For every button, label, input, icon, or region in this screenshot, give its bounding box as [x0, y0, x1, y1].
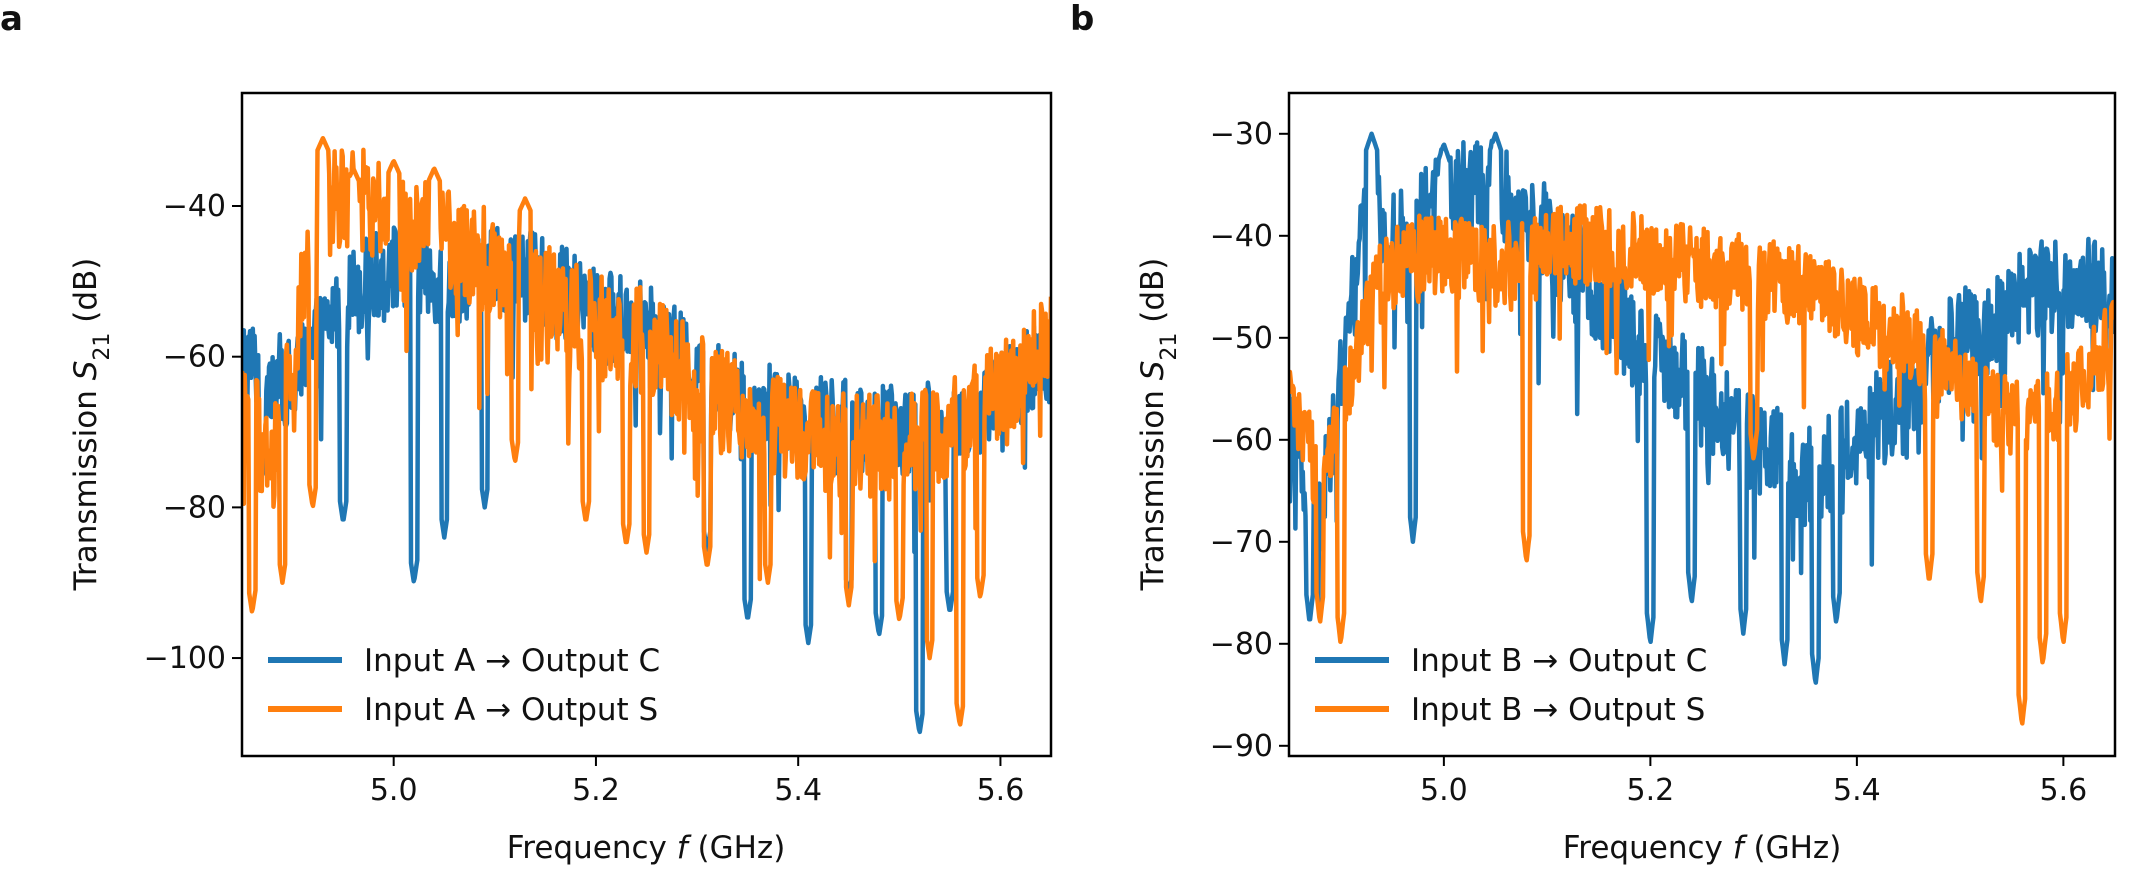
panel-a-legend: Input A → Output C Input A → Output S [268, 643, 660, 728]
series-line-2 [1289, 203, 2115, 726]
panel-a-x-ticks: 5.0 5.2 5.4 5.6 [370, 756, 1024, 808]
panel-a-letter: a [0, 0, 23, 39]
panel-b-series-lines [1289, 131, 2115, 726]
x-tick-label: 5.4 [774, 773, 822, 808]
y-tick-label: −60 [163, 340, 226, 375]
x-tick-label: 5.4 [1833, 773, 1881, 808]
y-tick-label: −70 [1210, 525, 1273, 560]
legend-label-series-2: Input A → Output S [364, 692, 658, 728]
y-tick-label: −40 [1210, 219, 1273, 254]
panel-a-y-ticks: −40 −60 −80 −100 [144, 189, 242, 676]
panel-a-x-axis-label: Frequency f (GHz) [507, 830, 786, 866]
x-tick-label: 5.2 [572, 773, 620, 808]
panel-a: a 5.0 5.2 5.4 5.6 −40 −60 −80 −100 Frequency f… [0, 0, 1053, 866]
x-tick-label: 5.6 [977, 773, 1025, 808]
y-tick-label: −80 [1210, 627, 1273, 662]
panel-b-legend: Input B → Output C Input B → Output S [1315, 643, 1707, 728]
y-tick-label: −30 [1210, 117, 1273, 152]
panel-b-y-axis-label: Transmission S21 (dB) [1135, 258, 1182, 592]
y-tick-label: −50 [1210, 321, 1273, 356]
panel-a-axes-frame [240, 91, 1053, 758]
x-tick-label: 5.0 [370, 773, 418, 808]
legend-label-series-1: Input B → Output C [1411, 643, 1707, 679]
legend-label-series-1: Input A → Output C [364, 643, 660, 679]
y-tick-label: −90 [1210, 729, 1273, 764]
legend-label-series-2: Input B → Output S [1411, 692, 1705, 728]
series-line-2 [242, 135, 1051, 727]
x-tick-label: 5.6 [2040, 773, 2088, 808]
y-tick-label: −60 [1210, 423, 1273, 458]
panel-a-series-lines [242, 135, 1051, 735]
y-tick-label: −80 [163, 490, 226, 525]
panel-b: b 5.0 5.2 5.4 5.6 −30 −40 −50 −60 −70 −80 −90 Fre… [1070, 0, 2117, 866]
y-tick-label: −40 [163, 189, 226, 224]
x-tick-label: 5.0 [1420, 773, 1468, 808]
x-tick-label: 5.2 [1627, 773, 1675, 808]
series-line-1 [242, 225, 1051, 735]
panel-a-y-axis-label: Transmission S21 (dB) [68, 258, 115, 592]
panel-b-y-ticks: −30 −40 −50 −60 −70 −80 −90 [1210, 117, 1289, 764]
panel-b-letter: b [1070, 0, 1094, 39]
panel-b-x-axis-label: Frequency f (GHz) [1563, 830, 1842, 866]
panel-b-axes-frame [1287, 91, 2117, 758]
y-tick-label: −100 [144, 641, 226, 676]
panel-b-x-ticks: 5.0 5.2 5.4 5.6 [1420, 756, 2087, 808]
